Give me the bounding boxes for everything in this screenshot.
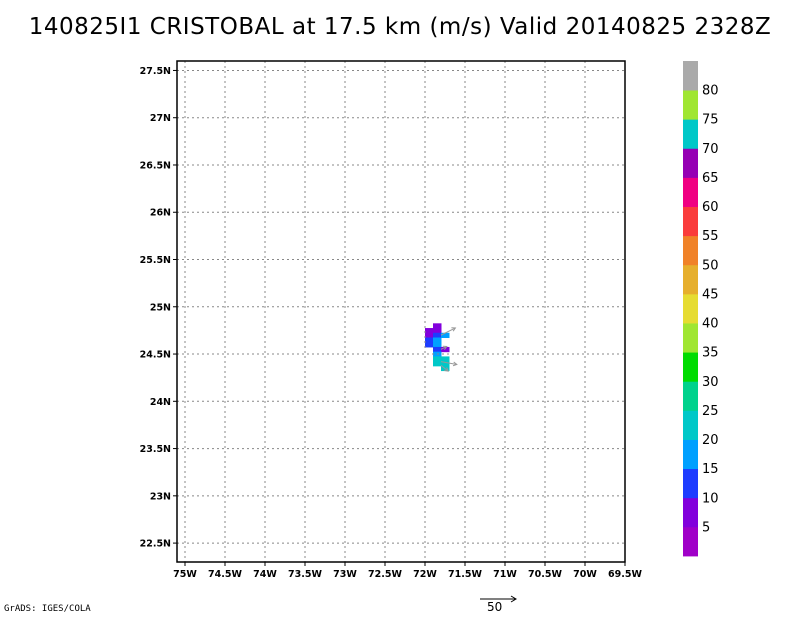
x-tick-label: 74W bbox=[253, 569, 277, 580]
vector-scale-label: 50 bbox=[487, 600, 503, 614]
colorbar-label: 55 bbox=[702, 229, 719, 244]
colorbar-label: 20 bbox=[702, 433, 719, 448]
colorbar-label: 70 bbox=[702, 142, 719, 157]
colorbar: 5 10 15 20 25 30 35 40 45 50 55 60 65 70 75 80 bbox=[683, 61, 719, 557]
x-tick-label: 70W bbox=[573, 569, 597, 580]
y-tick-label: 23N bbox=[150, 491, 171, 502]
colorbar-swatch bbox=[683, 352, 698, 382]
chart-title: 140825I1 CRISTOBAL at 17.5 km (m/s) Vali… bbox=[28, 14, 772, 40]
plot-frame bbox=[176, 60, 626, 563]
wind-cell bbox=[441, 356, 450, 362]
wind-vector-head bbox=[444, 367, 450, 372]
colorbar-swatch bbox=[683, 119, 698, 149]
x-tick-label: 72.5W bbox=[368, 569, 402, 580]
y-tick-label: 25.5N bbox=[140, 255, 171, 266]
colorbar-swatch bbox=[683, 61, 698, 91]
grads-credit: GrADS: IGES/COLA bbox=[4, 604, 91, 614]
x-tick-label: 72W bbox=[413, 569, 437, 580]
wind-vector-head bbox=[452, 361, 458, 367]
y-axis-ticks: 22.5N 23N 23.5N 24N 24.5N 25N 25.5N 26N 26.5N 27N… bbox=[140, 66, 177, 550]
colorbar-swatch bbox=[683, 468, 698, 499]
x-tick-label: 75W bbox=[173, 569, 197, 580]
colorbar-label: 15 bbox=[702, 462, 719, 477]
x-tick-label: 71W bbox=[493, 569, 517, 580]
x-tick-label: 74.5W bbox=[208, 569, 242, 580]
wind-cell bbox=[433, 323, 442, 329]
wind-cell bbox=[425, 342, 434, 348]
colorbar-label: 50 bbox=[702, 258, 719, 273]
wind-vectors bbox=[440, 327, 458, 372]
x-tick-label: 73W bbox=[333, 569, 357, 580]
y-tick-label: 23.5N bbox=[140, 444, 171, 455]
wind-cell bbox=[433, 328, 442, 334]
colorbar-label: 80 bbox=[702, 84, 719, 99]
y-tick-label: 27N bbox=[150, 113, 171, 124]
colorbar-label: 60 bbox=[702, 200, 719, 215]
colorbar-label: 25 bbox=[702, 404, 719, 419]
y-tick-label: 24N bbox=[150, 397, 171, 408]
x-tick-label: 69.5W bbox=[608, 569, 642, 580]
colorbar-swatch bbox=[683, 526, 698, 557]
wind-vector bbox=[440, 327, 456, 336]
wind-vector-head bbox=[442, 345, 448, 351]
colorbar-swatch bbox=[683, 381, 698, 411]
wind-cell bbox=[433, 332, 442, 338]
x-tick-label: 70.5W bbox=[528, 569, 562, 580]
wind-cell bbox=[433, 361, 442, 367]
wind-cell bbox=[433, 356, 442, 362]
colorbar-label: 75 bbox=[702, 113, 719, 128]
x-axis-ticks: 75W 74.5W 74W 73.5W 73W 72.5W 72W 71.5W 71W 70.5W… bbox=[173, 562, 642, 580]
y-tick-label: 25N bbox=[150, 302, 171, 313]
y-tick-label: 24.5N bbox=[140, 350, 171, 361]
colorbar-swatch bbox=[683, 206, 698, 237]
wind-cell bbox=[441, 361, 450, 367]
wind-cell bbox=[441, 346, 450, 353]
colorbar-swatch bbox=[683, 323, 698, 353]
vector-scale-key bbox=[480, 595, 517, 603]
colorbar-swatch bbox=[683, 177, 698, 207]
wind-vector-head bbox=[451, 327, 457, 332]
wind-cell bbox=[425, 337, 434, 343]
colorbar-swatch bbox=[683, 90, 698, 120]
colorbar-swatch bbox=[683, 235, 698, 266]
colorbar-label: 10 bbox=[702, 491, 719, 506]
wind-cell bbox=[433, 342, 442, 348]
wind-cell bbox=[433, 337, 442, 343]
y-tick-label: 26N bbox=[150, 208, 171, 219]
x-tick-label: 73.5W bbox=[288, 569, 322, 580]
colorbar-swatch bbox=[683, 148, 698, 178]
wind-vector bbox=[440, 364, 449, 372]
wind-vector bbox=[440, 361, 457, 365]
colorbar-label: 40 bbox=[702, 317, 719, 332]
colorbar-label: 45 bbox=[702, 287, 719, 302]
colorbar-label: 5 bbox=[702, 520, 710, 535]
wind-cell bbox=[425, 328, 434, 334]
x-tick-label: 71.5W bbox=[448, 569, 482, 580]
colorbar-label: 30 bbox=[702, 375, 719, 390]
colorbar-label: 65 bbox=[702, 171, 719, 186]
y-tick-label: 22.5N bbox=[140, 539, 171, 550]
colorbar-label: 35 bbox=[702, 346, 719, 361]
vector-scale-arrowhead bbox=[510, 595, 517, 603]
colorbar-swatch bbox=[683, 497, 698, 528]
wind-cell bbox=[441, 332, 450, 338]
wind-cell bbox=[425, 332, 434, 338]
wind-vector bbox=[440, 345, 447, 350]
y-tick-label: 26.5N bbox=[140, 160, 171, 171]
colorbar-swatch bbox=[683, 293, 698, 324]
colorbar-swatch bbox=[683, 439, 698, 470]
colorbar-swatch bbox=[683, 264, 698, 295]
colorbar-swatch bbox=[683, 410, 698, 440]
wind-cell bbox=[433, 346, 442, 353]
y-tick-label: 27.5N bbox=[140, 66, 171, 77]
gridlines bbox=[177, 61, 626, 562]
